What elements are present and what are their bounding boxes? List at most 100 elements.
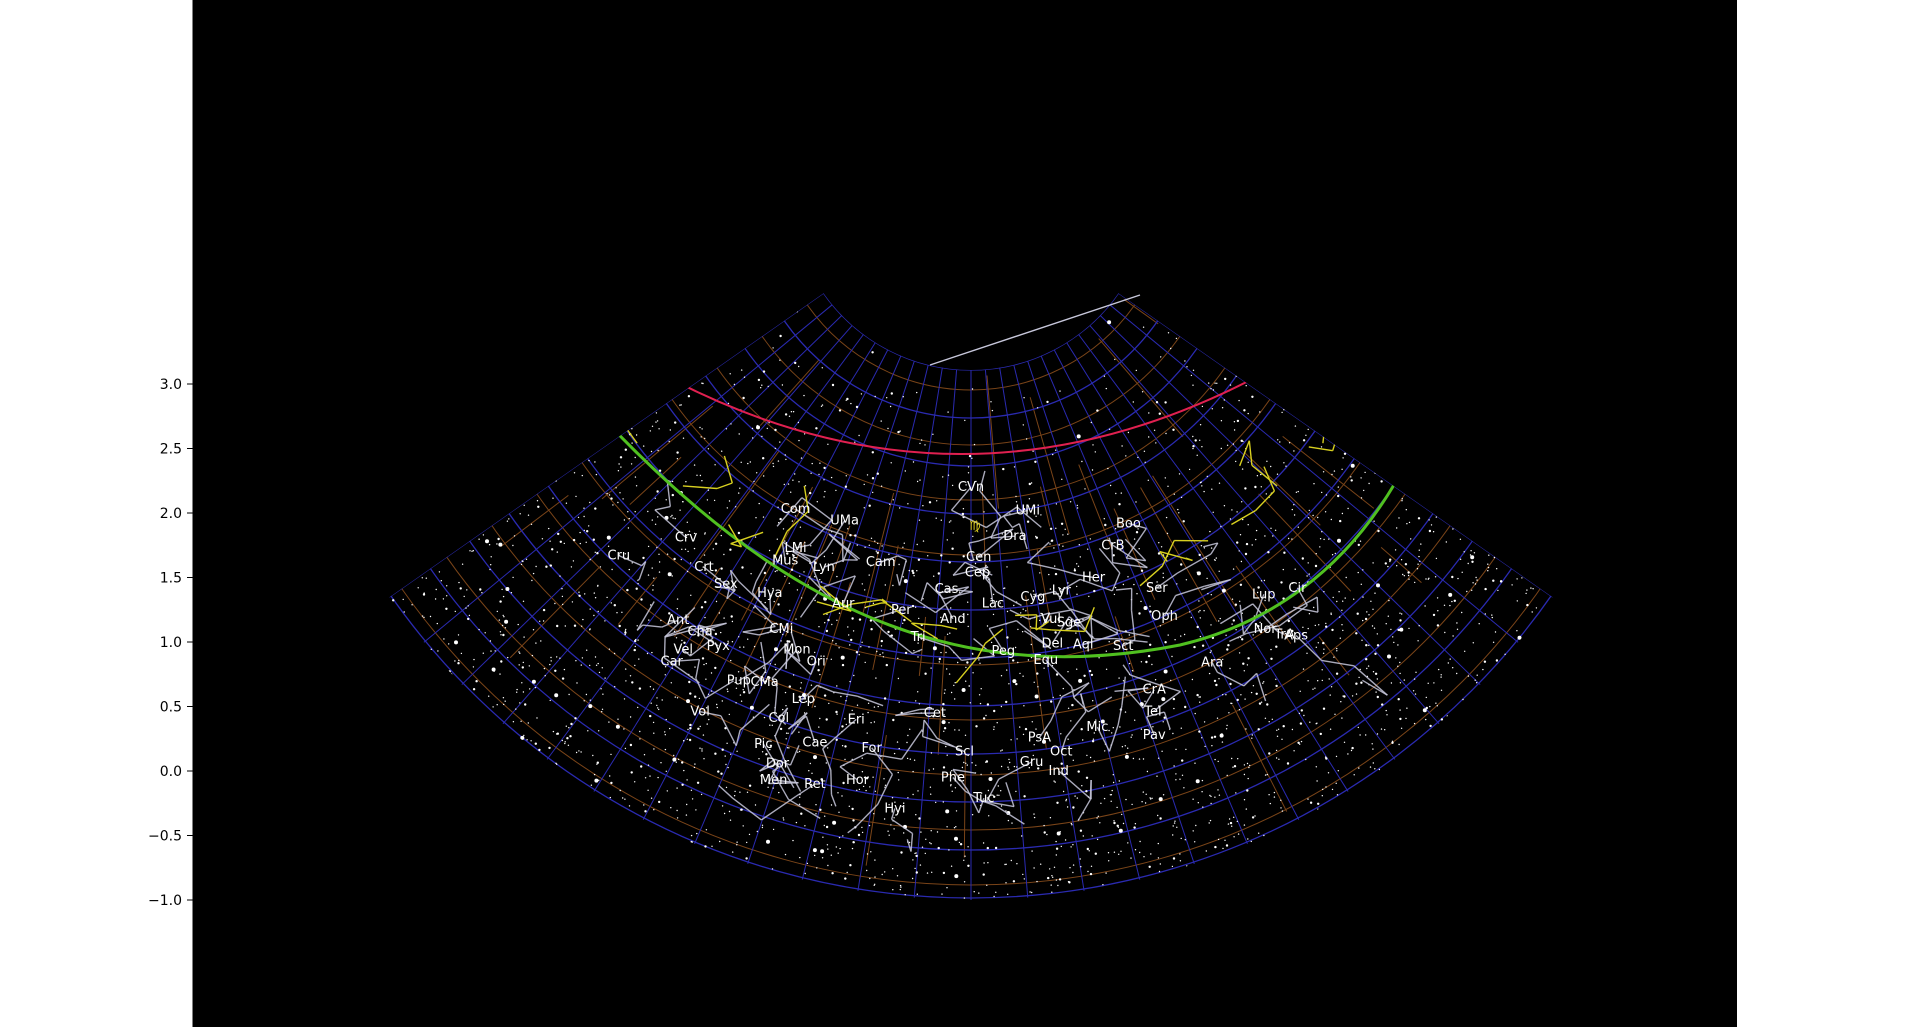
star — [929, 786, 932, 788]
star — [1233, 421, 1236, 423]
star — [873, 884, 875, 886]
star — [962, 555, 965, 558]
star — [1085, 790, 1088, 793]
star — [1351, 695, 1354, 697]
star — [657, 707, 659, 709]
star — [930, 752, 933, 754]
star — [1243, 824, 1246, 826]
star — [615, 487, 617, 489]
constellation-line — [735, 730, 741, 746]
star — [572, 538, 576, 542]
star — [1303, 714, 1305, 717]
star — [1170, 619, 1173, 621]
star — [1427, 578, 1430, 580]
star — [579, 531, 581, 534]
star — [1140, 701, 1142, 704]
zodiac-line — [727, 524, 743, 548]
star — [847, 528, 849, 530]
star — [1249, 764, 1251, 767]
star — [538, 748, 541, 752]
star — [555, 762, 557, 764]
star — [955, 810, 958, 812]
star — [874, 540, 876, 542]
star — [924, 852, 926, 855]
star — [1448, 592, 1453, 597]
star — [1076, 504, 1079, 507]
star — [774, 663, 776, 666]
star — [657, 776, 659, 779]
constellation-line — [1061, 682, 1090, 698]
star — [693, 464, 696, 466]
star — [564, 741, 566, 743]
star — [570, 722, 573, 726]
star — [993, 728, 995, 731]
star — [924, 672, 927, 675]
star — [1216, 382, 1218, 384]
star — [1344, 597, 1346, 599]
constellation-line — [830, 769, 833, 795]
star — [703, 663, 705, 666]
star — [871, 451, 874, 454]
star — [1245, 542, 1249, 546]
star — [667, 572, 672, 577]
star — [1377, 529, 1380, 533]
star — [1384, 562, 1388, 565]
star — [986, 530, 988, 532]
star — [589, 706, 591, 708]
star — [860, 646, 862, 648]
star — [964, 419, 966, 422]
star — [1371, 743, 1373, 745]
star — [1399, 612, 1401, 614]
star — [578, 591, 580, 593]
star — [734, 681, 736, 684]
star — [828, 702, 830, 705]
star — [884, 871, 886, 873]
star — [1322, 707, 1326, 710]
star — [1342, 695, 1344, 697]
star — [1353, 774, 1355, 776]
star — [756, 472, 758, 474]
star — [755, 517, 757, 519]
star — [704, 845, 707, 848]
star — [706, 723, 708, 725]
star — [971, 652, 974, 655]
star — [1068, 881, 1071, 884]
star — [935, 517, 937, 519]
star — [650, 450, 653, 453]
star — [1087, 548, 1089, 550]
star — [948, 561, 951, 564]
star — [954, 875, 957, 877]
star — [1106, 687, 1108, 689]
y-tick-label: −0.5 — [148, 829, 182, 845]
star — [1059, 390, 1061, 392]
star — [626, 588, 629, 592]
star — [499, 600, 502, 603]
star — [1526, 603, 1529, 607]
star — [1436, 597, 1439, 599]
star — [1331, 628, 1334, 632]
star — [775, 668, 777, 671]
boundary-line — [500, 494, 569, 547]
star — [666, 553, 669, 555]
star — [858, 654, 860, 656]
star — [1232, 619, 1236, 622]
constellation-label: Vul — [1041, 612, 1061, 627]
star — [813, 755, 817, 760]
star — [1133, 583, 1135, 586]
constellation-line — [921, 719, 925, 737]
constellation-line — [739, 703, 770, 731]
star — [541, 538, 544, 540]
star — [1218, 620, 1220, 622]
constellation-label: Dor — [766, 756, 790, 771]
star — [1399, 619, 1402, 622]
constellation-line — [771, 678, 778, 688]
star — [490, 564, 492, 566]
star — [677, 758, 680, 760]
star — [1396, 565, 1398, 567]
star — [1267, 551, 1270, 554]
constellation-label: Tel — [1143, 705, 1161, 720]
star — [665, 770, 667, 772]
star — [652, 688, 655, 690]
star — [1247, 777, 1249, 780]
star — [1217, 698, 1219, 700]
